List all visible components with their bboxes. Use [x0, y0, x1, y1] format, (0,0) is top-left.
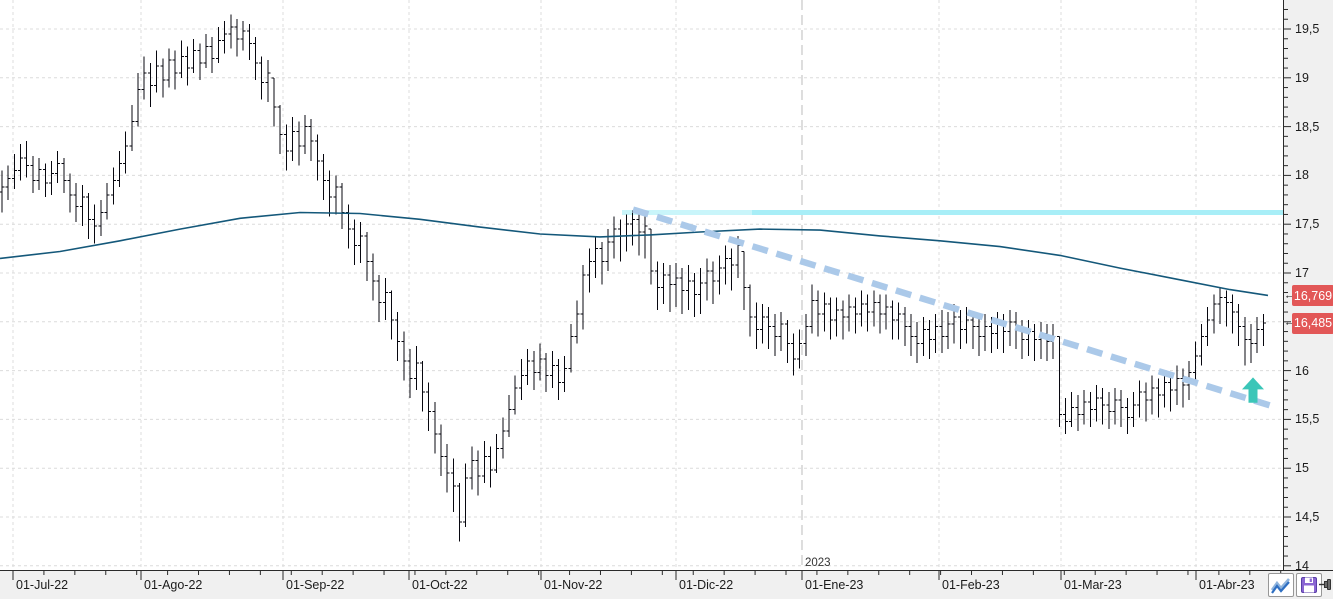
y-axis-label: 14,5 — [1295, 510, 1320, 524]
tag-arrow-icon: ← — [1284, 316, 1295, 329]
price-tag-last: 16,485 — [1292, 312, 1333, 334]
x-axis-label: 01-Dic-22 — [679, 578, 734, 592]
y-axis-label: 19,5 — [1295, 22, 1320, 36]
price-plot[interactable] — [0, 0, 1283, 570]
indicator-button[interactable] — [1268, 573, 1294, 597]
x-axis-label: 01-Ago-22 — [144, 578, 203, 592]
y-axis-label: 15,5 — [1295, 412, 1320, 427]
floppy-icon — [1301, 577, 1317, 593]
tag-arrow-icon: ← — [1284, 289, 1295, 302]
year-marker: 2023 — [805, 557, 831, 569]
x-axis-label: 01-Abr-23 — [1199, 578, 1255, 592]
y-axis-label: 14 — [1295, 558, 1309, 573]
price-tag-average: 16,769 — [1292, 285, 1333, 307]
price-axis[interactable]: 19,5 19 18,5 18 17,5 17 16 15,5 15 14,5 14 ← 16,769… — [1283, 0, 1333, 573]
pushpin-glyph — [1319, 579, 1331, 590]
y-axis-label: 16 — [1295, 363, 1309, 378]
y-axis-label: 15 — [1295, 461, 1309, 476]
x-axis-label: 01-Ene-23 — [805, 578, 864, 592]
x-axis-label: 01-Jul-22 — [16, 578, 69, 592]
y-axis-label: 17,5 — [1295, 217, 1320, 232]
y-axis-label: 18,5 — [1295, 119, 1320, 134]
x-axis-label: 01-Mar-23 — [1064, 578, 1122, 592]
price-axis-ticks — [1284, 8, 1291, 567]
x-axis-label: 01-Nov-22 — [544, 578, 603, 592]
time-axis[interactable]: 01-Jul-22 01-Ago-22 01-Sep-22 01-Oct-22 01-N… — [0, 570, 1333, 599]
y-axis-label: 17 — [1295, 266, 1309, 280]
save-button[interactable] — [1296, 573, 1322, 597]
time-axis-ticks — [12, 571, 1282, 580]
x-axis-label: 01-Sep-22 — [286, 578, 345, 592]
y-axis-label: 18 — [1295, 168, 1309, 183]
x-axis-label: 01-Feb-23 — [942, 578, 1000, 592]
zigzag-icon — [1270, 578, 1290, 594]
y-axis-label: 19 — [1295, 70, 1309, 85]
pushpin-icon[interactable] — [1318, 575, 1333, 595]
x-axis-label: 01-Oct-22 — [412, 578, 468, 592]
